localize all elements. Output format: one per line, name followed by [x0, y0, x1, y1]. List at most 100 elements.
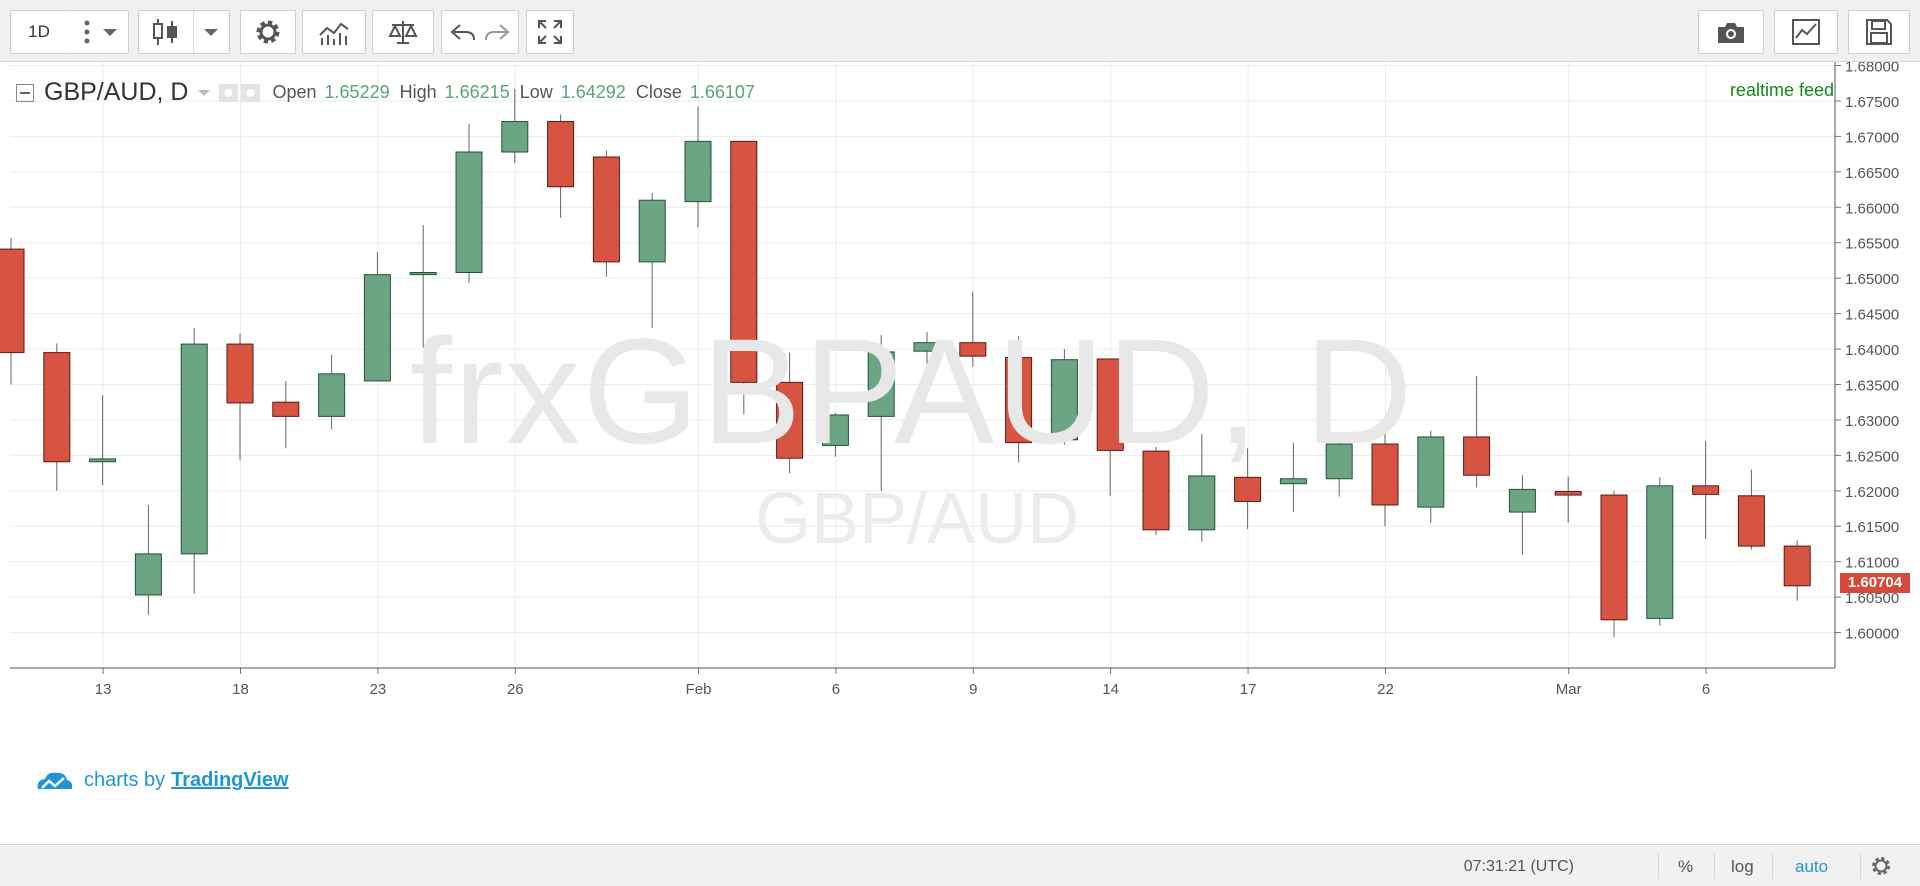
percent-scale-button[interactable]: %: [1678, 857, 1694, 876]
status-bar: 07:31:21 (UTC) % log auto: [0, 844, 1920, 886]
price-axis-label: 1.64000: [1845, 342, 1899, 359]
interval-label: 1D: [28, 22, 50, 41]
time-axis-label: 18: [232, 681, 249, 698]
save-button[interactable]: [1848, 10, 1910, 54]
low-value: 1.64292: [560, 82, 626, 102]
candle-body: [684, 140, 712, 203]
time-axis-label: 14: [1102, 681, 1119, 698]
time-axis-label: 9: [969, 681, 977, 698]
low-label: Low: [519, 82, 553, 102]
price-axis-label: 1.67500: [1845, 94, 1899, 111]
price-axis-label: 1.61000: [1845, 555, 1899, 572]
interval-menu-button[interactable]: [67, 10, 129, 54]
time-axis-label: 23: [370, 681, 387, 698]
candle-body: [1646, 485, 1674, 619]
price-axis-label: 1.62000: [1845, 484, 1899, 501]
candlestick-chart[interactable]: 1.60000 1.60500 1.61000 1.61500 1.62000 1.625…: [0, 62, 1920, 844]
time-axis-label: 26: [507, 681, 524, 698]
chart-style-button[interactable]: [138, 10, 230, 54]
price-axis-label: 1.60000: [1845, 626, 1899, 643]
tradingview-branding[interactable]: charts by TradingView: [34, 768, 289, 792]
candle-body: [501, 121, 529, 153]
high-label: High: [399, 82, 437, 102]
time-axis-label: Mar: [1556, 681, 1582, 698]
price-axis-label: 1.66000: [1845, 200, 1899, 217]
candle-body: [455, 151, 483, 274]
candle-body: [913, 342, 941, 352]
price-axis-label: 1.63500: [1845, 377, 1899, 394]
scales-icon: [388, 21, 418, 44]
auto-scale-button[interactable]: auto: [1795, 857, 1829, 876]
candle-body: [730, 140, 758, 383]
price-axis-label: 1.66500: [1845, 165, 1899, 182]
visibility-settings-icon[interactable]: [218, 82, 262, 104]
candle-body: [867, 351, 895, 417]
open-label: Open: [272, 82, 317, 102]
save-icon: [1866, 19, 1892, 45]
plot-background: [10, 62, 1835, 668]
candle-body: [821, 414, 849, 446]
price-axis-label: 1.63000: [1845, 413, 1899, 430]
chevron-down-icon: [102, 29, 117, 36]
close-label: Close: [635, 82, 682, 102]
chevron-down-icon: [203, 29, 218, 36]
candle-body: [134, 553, 162, 596]
candle-body: [1096, 358, 1124, 451]
candle-body: [409, 272, 437, 276]
gear-icon[interactable]: [1870, 855, 1892, 877]
candle-body: [776, 381, 804, 459]
candle-body: [1325, 443, 1353, 480]
time-axis-label: 17: [1240, 681, 1257, 698]
time-axis-label: Feb: [686, 681, 712, 698]
interval-button[interactable]: 1D: [10, 10, 68, 54]
more-vertical-icon: [84, 20, 89, 44]
candle-body: [592, 156, 620, 263]
cloud-logo-icon: [37, 772, 73, 789]
separator: [1658, 853, 1659, 879]
tradingview-link[interactable]: TradingView: [171, 768, 289, 791]
open-value: 1.65229: [324, 82, 390, 102]
candle-body: [547, 121, 575, 188]
indicators-icon: [319, 22, 349, 45]
candle-body: [638, 199, 666, 263]
time-axis-label: 6: [832, 681, 840, 698]
candle-body: [1600, 494, 1628, 621]
indicators-button[interactable]: [302, 10, 366, 54]
undo-icon[interactable]: [448, 19, 480, 45]
price-axis-label: 1.64500: [1845, 307, 1899, 324]
log-scale-button[interactable]: log: [1731, 857, 1754, 876]
fullscreen-button[interactable]: [526, 10, 574, 54]
undo-redo-group: [441, 10, 519, 54]
symbol-watermark-small: GBP/AUD: [755, 479, 1080, 559]
chevron-down-icon[interactable]: [196, 86, 212, 100]
chart-area[interactable]: 1.60000 1.60500 1.61000 1.61500 1.62000 1.625…: [0, 62, 1920, 844]
candle-body: [1050, 359, 1078, 441]
settings-button[interactable]: [240, 10, 296, 54]
separator: [1860, 853, 1861, 879]
candle-body: [1692, 485, 1720, 495]
candle-body: [272, 401, 300, 417]
candle-body: [959, 342, 987, 357]
candle-body: [1142, 450, 1170, 531]
snapshot-button[interactable]: [1698, 10, 1764, 54]
candle-body: [1508, 488, 1536, 513]
symbol-watermark: frxGBPAUD, D: [410, 307, 1415, 475]
high-value: 1.66215: [444, 82, 510, 102]
candle-body: [1737, 495, 1765, 547]
realtime-feed-label: realtime feed: [1729, 80, 1834, 100]
candle-body: [1783, 545, 1811, 587]
legend-symbol[interactable]: GBP/AUD, D: [44, 78, 189, 106]
camera-icon: [1718, 23, 1744, 43]
candle-body: [43, 352, 71, 463]
quick-chart-button[interactable]: [1774, 10, 1838, 54]
price-axis-label: 1.65500: [1845, 236, 1899, 253]
price-axis-label: 1.60500: [1845, 590, 1899, 607]
time-axis-label: 13: [95, 681, 112, 698]
candle-body: [180, 343, 208, 555]
line-chart-icon: [1792, 19, 1820, 45]
redo-icon[interactable]: [480, 19, 512, 45]
collapse-legend-icon[interactable]: [16, 83, 34, 102]
price-axis-label: 1.61500: [1845, 519, 1899, 536]
candle-body: [1234, 476, 1262, 502]
compare-button[interactable]: [372, 10, 434, 54]
